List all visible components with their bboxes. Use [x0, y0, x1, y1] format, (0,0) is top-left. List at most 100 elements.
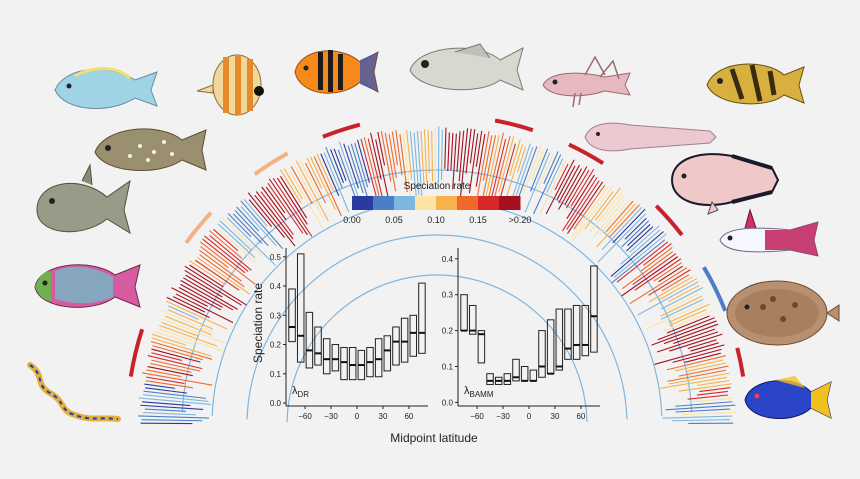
tree-branch [659, 266, 683, 282]
colorbar-title: Speciation rate [404, 181, 471, 192]
tree-branch [218, 224, 255, 258]
tree-branch [610, 205, 640, 238]
x-tick-label: −30 [496, 412, 510, 421]
box [341, 347, 348, 379]
box [323, 339, 330, 374]
parrotfish-icon [35, 265, 140, 308]
y-tick-label: 0.2 [270, 341, 282, 350]
tree-backbone-arc [212, 200, 662, 416]
tree-branch [300, 161, 319, 197]
box [478, 331, 485, 363]
tree-branch [138, 416, 209, 418]
box [461, 295, 468, 331]
panel-label-sub: DR [298, 390, 310, 399]
x-tick-label: 30 [379, 412, 388, 421]
box [332, 345, 339, 371]
tree-branch [649, 270, 691, 296]
tree-branch [667, 356, 726, 370]
tree-branch [140, 405, 203, 409]
colorbar-swatch [352, 196, 374, 210]
tree-branch [307, 158, 322, 188]
tree-branch [557, 166, 575, 200]
box [556, 309, 563, 370]
colorbar-swatch [499, 196, 521, 210]
box [297, 254, 304, 362]
box [375, 339, 382, 377]
tree-branch [139, 398, 211, 405]
colorbar-tick-label: 0.10 [427, 215, 445, 225]
tree-branch [676, 409, 730, 412]
clade-highlight-bar [255, 153, 288, 174]
tree-branch [424, 129, 426, 182]
tree-branch [652, 321, 717, 345]
tree-branch [219, 230, 256, 263]
clade-highlight-bar [323, 125, 360, 137]
colorbar-tick-label: 0.15 [469, 215, 487, 225]
y-tick-label: 0.3 [442, 291, 454, 300]
fish-illustrations [30, 44, 839, 419]
tree-branch [441, 130, 442, 180]
tree-branch [432, 131, 433, 181]
box [419, 283, 426, 353]
box [393, 327, 400, 365]
x-tick-label: 30 [551, 412, 560, 421]
tree-branch [152, 346, 203, 360]
tree-branch [667, 316, 710, 333]
tree-branch [589, 192, 621, 233]
box [573, 305, 580, 359]
colorbar-swatch [373, 196, 395, 210]
tree-branch [351, 144, 368, 198]
tree-branch [697, 391, 728, 395]
y-axis-label: Speciation rate [251, 283, 265, 363]
tree-branch [628, 224, 651, 245]
tree-branch [142, 373, 212, 385]
tree-branch [485, 135, 499, 201]
pufferfish-icon [95, 129, 206, 171]
y-tick-label: 0.0 [442, 398, 454, 407]
tree-branch [525, 153, 550, 213]
tree-branch [324, 152, 349, 211]
clade-highlight-bar [495, 120, 533, 130]
tree-branch [654, 263, 682, 282]
tree-branch [220, 221, 251, 251]
tree-branch [396, 130, 402, 175]
box [487, 374, 494, 385]
tree-branch [199, 250, 241, 281]
tree-branch [617, 242, 668, 282]
tree-branch [428, 130, 429, 173]
colorbar-tick-label: >0.20 [509, 215, 532, 225]
tree-branch [688, 395, 728, 399]
clade-highlight-bar [704, 267, 725, 311]
colorbar-swatches [352, 196, 521, 210]
colorbar-tick-label: 0.00 [343, 215, 361, 225]
tree-branch [237, 207, 259, 231]
blenny-icon [543, 57, 630, 107]
tree-branch [284, 169, 302, 200]
colorbar-swatch [436, 196, 458, 210]
tree-branch [146, 370, 181, 377]
tree-branch [172, 288, 208, 307]
tree-branch [155, 331, 195, 344]
tree-branch [445, 128, 446, 169]
tree-branch [421, 131, 424, 184]
x-tick-label: −60 [470, 412, 484, 421]
tree-branch [555, 164, 568, 190]
tree-branch [200, 242, 255, 284]
box [582, 305, 589, 355]
y-tick-label: 0.4 [270, 282, 282, 291]
tree-branch [389, 134, 396, 178]
clade-highlight-bar [131, 329, 142, 376]
colorbar-swatch [457, 196, 479, 210]
rockfish-icon [707, 64, 804, 104]
tree-branch [142, 420, 203, 421]
colorbar-tick-label: 0.05 [385, 215, 403, 225]
tree-branch [151, 353, 181, 361]
tree-branch [355, 143, 368, 187]
snapper-icon [410, 44, 523, 90]
eel-icon [30, 365, 118, 419]
box [591, 266, 598, 352]
